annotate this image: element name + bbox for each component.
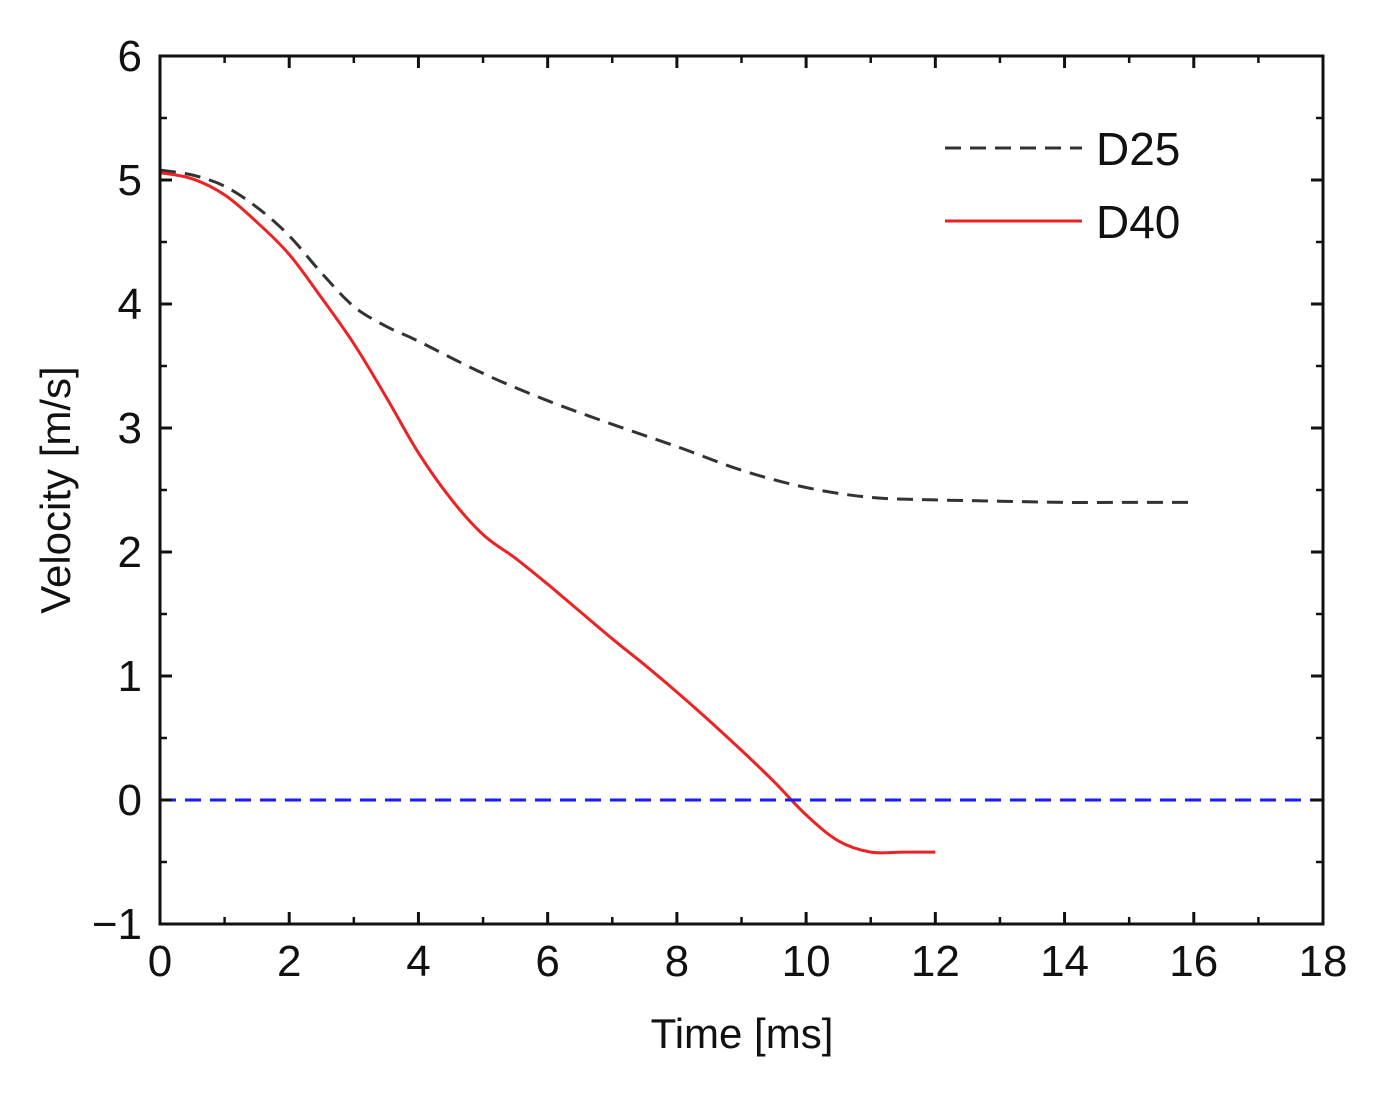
d40-series-line <box>159 171 936 855</box>
y-tick-label: 6 <box>118 32 142 81</box>
plot-frame <box>158 54 1325 926</box>
y-tick-label: 4 <box>118 280 142 329</box>
y-tick-label: 5 <box>118 156 142 205</box>
x-tick-label: 6 <box>535 937 559 986</box>
x-axis-title: Time [ms] <box>651 1010 834 1057</box>
x-tick-label: 18 <box>1299 937 1348 986</box>
y-tick-label: −1 <box>92 900 142 949</box>
legend-label-d40: D40 <box>1096 196 1180 248</box>
y-tick-label: 1 <box>118 652 142 701</box>
y-tick-label: 0 <box>118 776 142 825</box>
x-tick-label: 2 <box>277 937 301 986</box>
x-tick-label: 16 <box>1169 937 1218 986</box>
y-tick-label: 3 <box>118 404 142 453</box>
x-tick-label: 12 <box>911 937 960 986</box>
series-layer <box>159 168 1323 855</box>
y-tick-label: 2 <box>118 528 142 577</box>
d25-series-line <box>159 168 1194 504</box>
x-tick-label: 10 <box>782 937 831 986</box>
x-tick-label: 8 <box>665 937 689 986</box>
x-tick-label: 0 <box>148 937 172 986</box>
x-tick-label: 14 <box>1040 937 1089 986</box>
legend-label-d25: D25 <box>1096 123 1180 175</box>
y-axis-title: Velocity [m/s] <box>32 366 79 613</box>
x-tick-label: 4 <box>406 937 430 986</box>
